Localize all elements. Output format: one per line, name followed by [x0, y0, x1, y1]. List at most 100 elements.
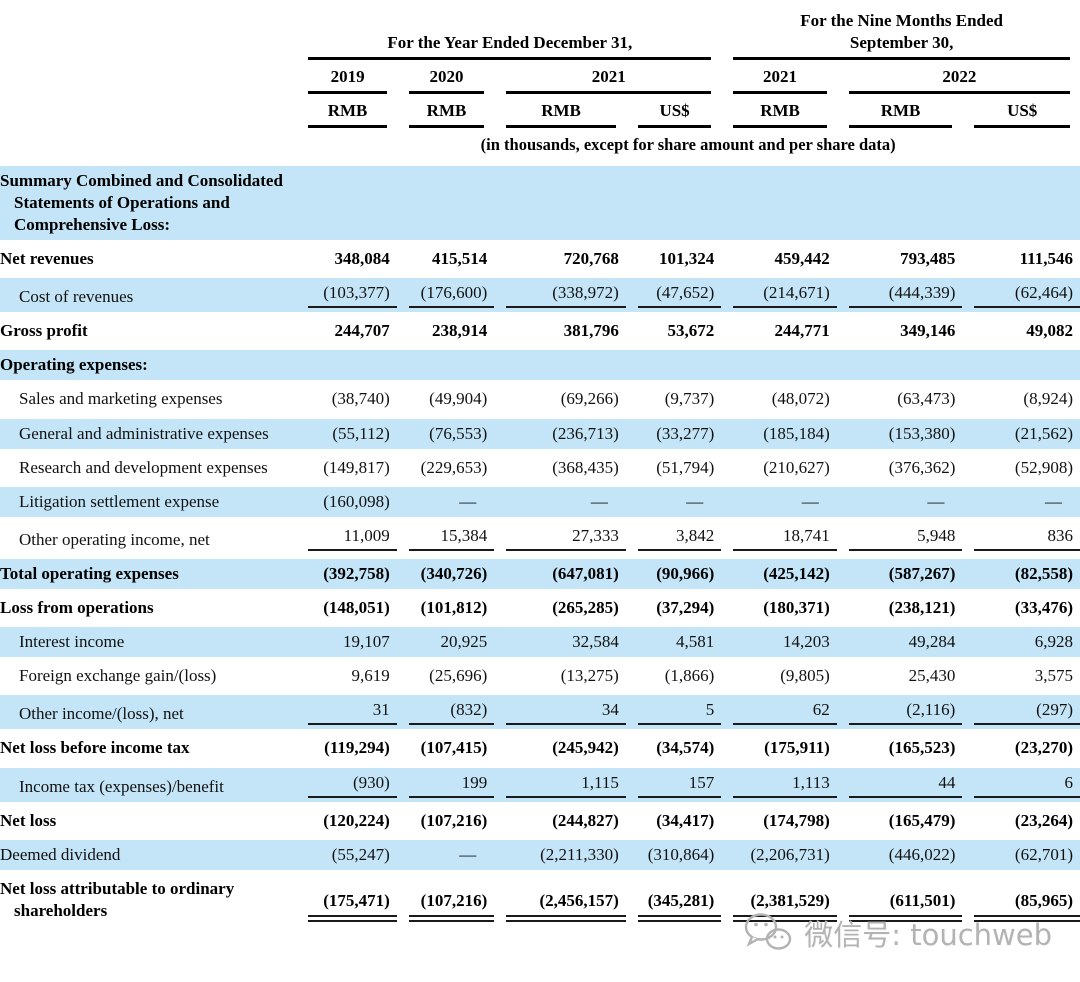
cell-value: (174,798) [721, 803, 837, 838]
cell-value: 6,928 [962, 625, 1080, 660]
cell-value: (345,281) [625, 871, 722, 928]
cell-value: 3,575 [962, 659, 1080, 694]
cell-value: 244,771 [721, 314, 837, 349]
cell-value: (107,216) [396, 803, 495, 838]
cell-value: (236,713) [494, 416, 626, 451]
cell-value: 720,768 [494, 242, 626, 277]
cell-value [721, 348, 837, 383]
cell-value: (2,206,731) [721, 837, 837, 872]
table-row: Foreign exchange gain/(loss) 9,619 (25,696… [0, 659, 1080, 694]
cell-value: (82,558) [962, 556, 1080, 592]
cell-value: (265,285) [494, 591, 626, 626]
cell-value: — [625, 484, 722, 519]
row-label: Foreign exchange gain/(loss) [0, 659, 297, 694]
cell-value: 5 [625, 693, 722, 732]
table-row: Net loss attributable to ordinary shareh… [0, 871, 1080, 928]
cell-value: 199 [396, 765, 495, 804]
cell-value [721, 163, 837, 243]
cell-value: (297) [962, 693, 1080, 732]
table-row: Deemed dividend (55,247) — (2,211,330) (310,… [0, 837, 1080, 872]
row-label: Gross profit [0, 314, 297, 349]
cell-value: 14,203 [721, 625, 837, 660]
cell-value [296, 348, 397, 383]
cell-value: — [396, 837, 495, 872]
row-label: Other income/(loss), net [0, 693, 297, 732]
cell-value: (47,652) [625, 276, 722, 315]
currency-col-6: RMB [837, 94, 963, 129]
cell-value: 5,948 [836, 518, 963, 557]
cell-value: (55,112) [296, 416, 397, 451]
currency-col-7: US$ [962, 94, 1080, 129]
cell-value: (176,600) [396, 276, 495, 315]
table-body: Summary Combined and Consolidated Statem… [0, 163, 1080, 928]
cell-value: 111,546 [962, 242, 1080, 277]
row-label: Sales and marketing expenses [0, 382, 297, 417]
cell-value: (101,812) [396, 591, 495, 626]
cell-value: (392,758) [296, 556, 397, 592]
cell-value: 32,584 [494, 625, 626, 660]
cell-value: (76,553) [396, 416, 495, 451]
header-group-row: For the Year Ended December 31, For the … [0, 6, 1080, 61]
header-note-row: (in thousands, except for share amount a… [0, 128, 1080, 163]
row-label: Net loss attributable to ordinary shareh… [0, 871, 297, 928]
cell-value: (175,471) [296, 871, 397, 928]
units-note: (in thousands, except for share amount a… [480, 135, 896, 155]
header-group-year-ended: For the Year Ended December 31, [296, 6, 721, 61]
cell-value: (8,924) [962, 382, 1080, 417]
cell-value: (120,224) [296, 803, 397, 838]
table-row: Summary Combined and Consolidated Statem… [0, 163, 1080, 243]
year-2022: 2022 [837, 60, 1080, 95]
row-label: Income tax (expenses)/benefit [0, 765, 297, 804]
header-spacer [0, 60, 296, 94]
cell-value: (25,696) [396, 659, 495, 694]
cell-value: 19,107 [296, 625, 397, 660]
currency-col-1: RMB [296, 94, 396, 129]
row-label: Operating expenses: [0, 348, 297, 383]
header-currency-row: RMB RMB RMB US$ RMB RMB US$ [0, 94, 1080, 129]
cell-value: 238,914 [396, 314, 495, 349]
table-row: General and administrative expenses (55,1… [0, 416, 1080, 451]
year-2019: 2019 [296, 60, 396, 95]
cell-value: 34 [494, 693, 626, 732]
cell-value: (175,911) [721, 731, 837, 766]
cell-value: (119,294) [296, 731, 397, 766]
cell-value: (52,908) [962, 450, 1080, 485]
cell-value: (33,277) [625, 416, 722, 451]
cell-value: (34,574) [625, 731, 722, 766]
year-2021-nine-months: 2021 [721, 60, 837, 95]
cell-value: (9,805) [721, 659, 837, 694]
cell-value: 349,146 [836, 314, 963, 349]
cell-value: (38,740) [296, 382, 397, 417]
cell-value: (165,523) [836, 731, 963, 766]
cell-value: (21,562) [962, 416, 1080, 451]
cell-value: 62 [721, 693, 837, 732]
cell-value [962, 348, 1080, 383]
cell-value [396, 348, 495, 383]
cell-value: (244,827) [494, 803, 626, 838]
cell-value: (103,377) [296, 276, 397, 315]
cell-value: 11,009 [296, 518, 397, 557]
cell-value: 793,485 [836, 242, 963, 277]
cell-value: 49,284 [836, 625, 963, 660]
cell-value: (2,381,529) [721, 871, 837, 928]
cell-value: (90,966) [625, 556, 722, 592]
cell-value: (229,653) [396, 450, 495, 485]
cell-value: (148,051) [296, 591, 397, 626]
cell-value: (647,081) [494, 556, 626, 592]
cell-value: (832) [396, 693, 495, 732]
row-label: Net loss [0, 803, 297, 838]
table-row: Gross profit 244,707 238,914 381,796 53,672 2… [0, 314, 1080, 349]
cell-value: — [494, 484, 626, 519]
table-row: Net loss before income tax (119,294) (107,… [0, 731, 1080, 766]
financial-statements-table: For the Year Ended December 31, For the … [0, 6, 1080, 928]
table-row: Total operating expenses (392,758) (340,72… [0, 556, 1080, 592]
row-label: Total operating expenses [0, 556, 297, 592]
cell-value: (446,022) [836, 837, 963, 872]
year-2021: 2021 [494, 60, 721, 95]
cell-value: 44 [836, 765, 963, 804]
currency-col-3: RMB [494, 94, 626, 129]
cell-value: 9,619 [296, 659, 397, 694]
row-label: Other operating income, net [0, 518, 297, 557]
cell-value: 4,581 [625, 625, 722, 660]
cell-value: 1,115 [494, 765, 626, 804]
